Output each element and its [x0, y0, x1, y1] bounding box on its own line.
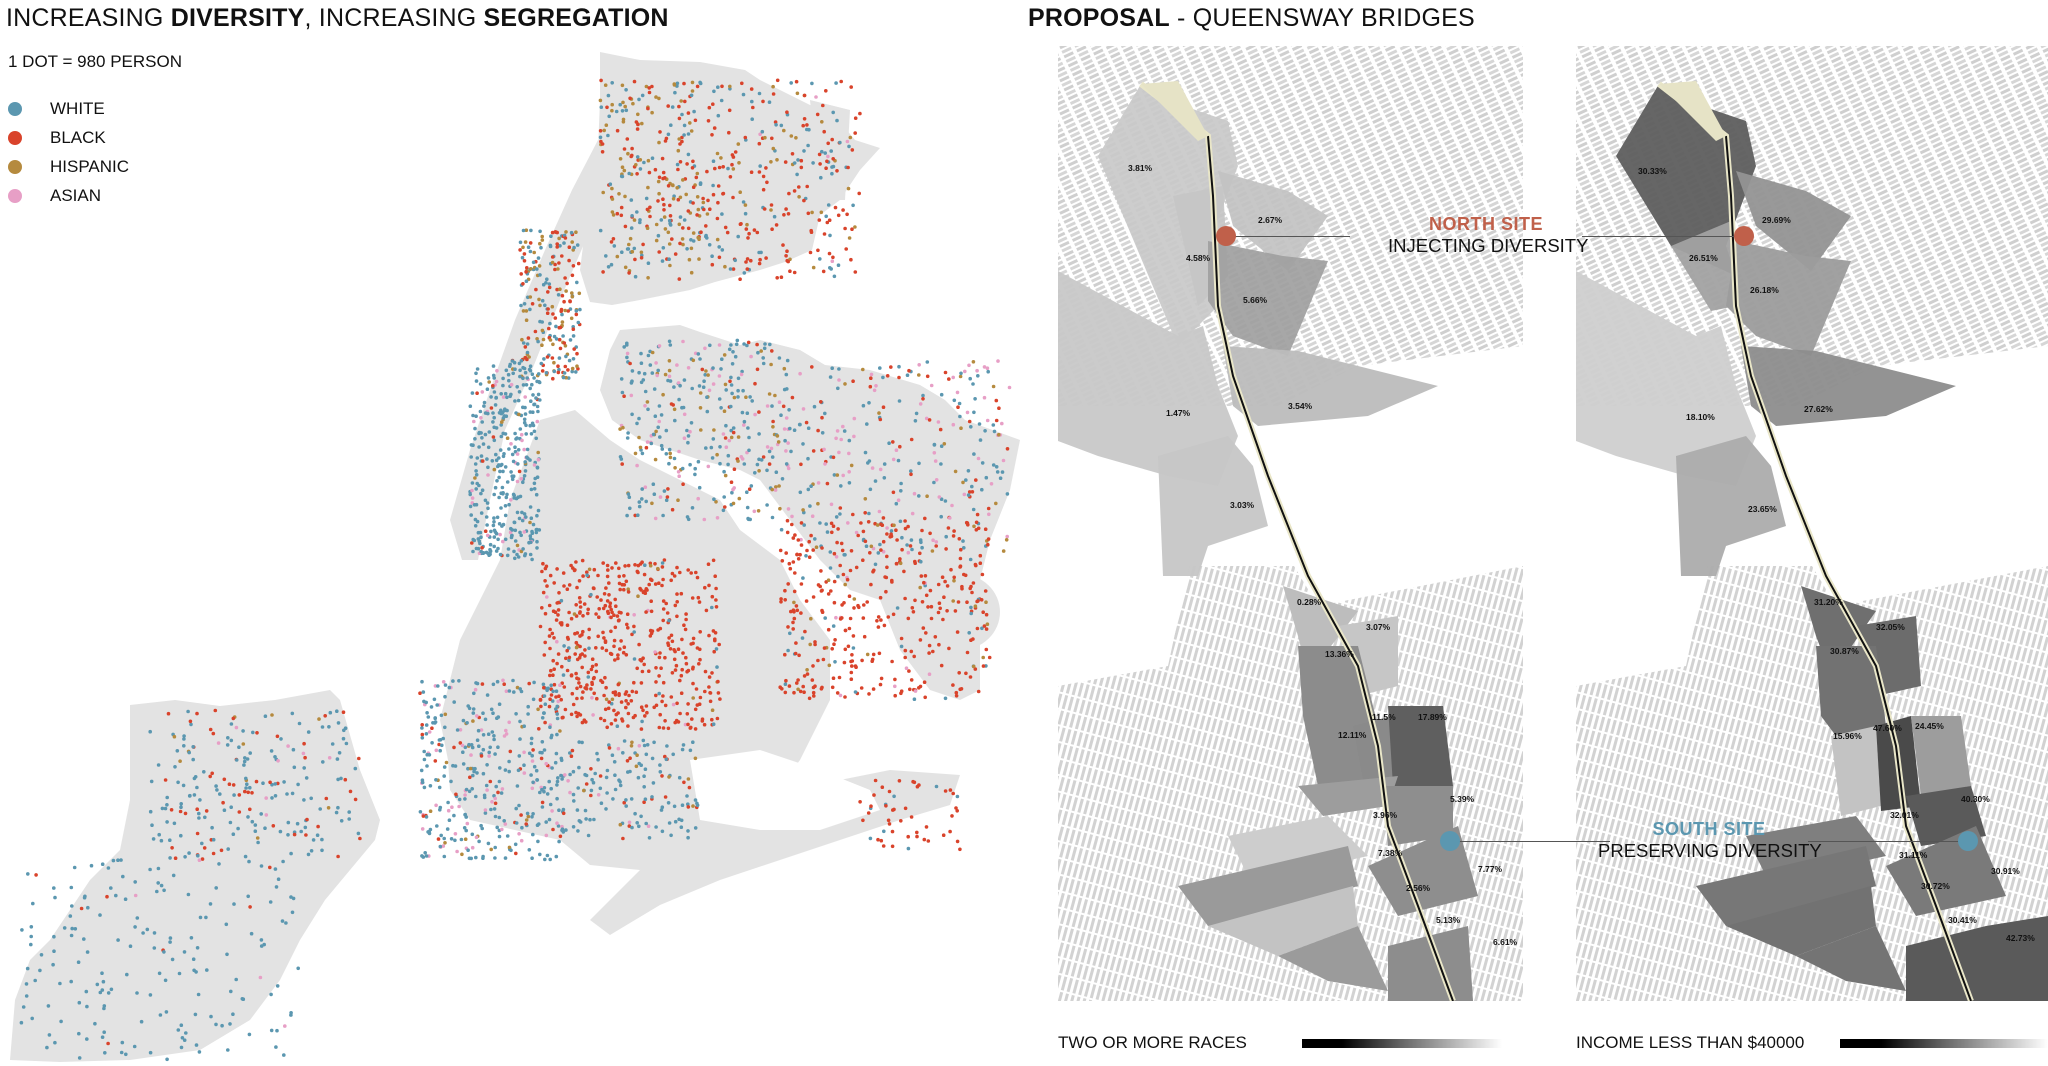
hispanic-dot-icon [8, 159, 22, 174]
left-title: INCREASING DIVERSITY, INCREASING SEGREGA… [6, 4, 669, 33]
pct-label: 30.91% [1991, 866, 2020, 876]
pct-label: 5.13% [1436, 915, 1461, 925]
pct-label: 15.96% [1833, 731, 1862, 741]
races-gradient-scale [1302, 1039, 1502, 1048]
asian-dot-icon [8, 188, 22, 203]
races-scale-label: TWO OR MORE RACES [1058, 1033, 1247, 1052]
north-site-marker-icon[interactable] [1216, 226, 1236, 246]
pct-label: 26.51% [1689, 253, 1718, 263]
pct-label: 3.81% [1128, 163, 1153, 173]
races-map-svg: 3.81% 2.67% 4.58% 5.66% 1.47% 3.54% 3.03… [1058, 46, 1523, 1001]
right-title-bold: PROPOSAL [1028, 4, 1170, 32]
population-dots [19, 78, 1012, 1062]
title-part: , INCREASING [304, 4, 484, 32]
white-dot-icon [8, 101, 22, 116]
legend-item-black: BLACK [8, 123, 129, 152]
south-site-label: SOUTH SITE PRESERVING DIVERSITY [1598, 819, 1822, 862]
pct-label: 30.87% [1830, 646, 1859, 656]
legend-item-hispanic: HISPANIC [8, 152, 129, 181]
legend-label: ASIAN [50, 185, 102, 205]
pct-label: 32.01% [1890, 810, 1919, 820]
north-site-label: NORTH SITE INJECTING DIVERSITY [1388, 214, 1589, 257]
pct-label: 26.18% [1750, 285, 1779, 295]
pct-label: 30.72% [1921, 881, 1950, 891]
pct-label: 12.11% [1338, 730, 1367, 740]
pct-label: 23.65% [1748, 504, 1777, 514]
pct-label: 30.33% [1638, 166, 1667, 176]
pct-label: 32.05% [1876, 622, 1905, 632]
pct-label: 31.11% [1899, 850, 1928, 860]
pct-label: 47.60% [1873, 723, 1902, 733]
pct-label: 31.20% [1814, 597, 1843, 607]
manhattan-shape [450, 140, 612, 560]
pct-label: 4.58% [1186, 253, 1211, 263]
legend-label: BLACK [50, 127, 106, 147]
pct-label: 7.77% [1478, 864, 1503, 874]
pct-label: 0.28% [1297, 597, 1322, 607]
right-title-rest: - QUEENSWAY BRIDGES [1169, 4, 1475, 32]
queens-shape [600, 325, 1020, 700]
south-site-marker-icon-income[interactable] [1958, 831, 1978, 851]
pct-label: 3.03% [1230, 500, 1255, 510]
pct-label: 5.39% [1450, 794, 1475, 804]
pct-label: 7.38% [1378, 848, 1403, 858]
pct-label: 30.41% [1948, 915, 1977, 925]
black-dot-icon [8, 130, 22, 145]
pct-label: 13.36% [1325, 649, 1354, 659]
race-legend: WHITE BLACK HISPANIC ASIAN [8, 94, 129, 210]
legend-item-asian: ASIAN [8, 181, 129, 210]
south-site-name: SOUTH SITE [1652, 819, 1766, 839]
income-gradient-scale [1840, 1039, 2048, 1048]
pct-label: 18.10% [1686, 412, 1715, 422]
staten-island-shape [10, 690, 380, 1062]
income-scale-label: INCOME LESS THAN $40000 [1576, 1033, 1805, 1052]
pct-label: 2.67% [1258, 215, 1283, 225]
north-site-marker-icon-income[interactable] [1734, 226, 1754, 246]
two-or-more-races-map: 3.81% 2.67% 4.58% 5.66% 1.47% 3.54% 3.03… [1058, 46, 1523, 1001]
pct-label: 1.47% [1166, 408, 1191, 418]
north-site-name: NORTH SITE [1428, 214, 1543, 234]
north-site-leader-line [1226, 236, 1350, 237]
legend-label: WHITE [50, 98, 105, 118]
title-part-bold: SEGREGATION [483, 4, 669, 32]
south-site-subtitle: PRESERVING DIVERSITY [1598, 840, 1822, 861]
pct-label: 29.69% [1762, 215, 1791, 225]
pct-label: 6.61% [1493, 937, 1518, 947]
pct-label: 42.73% [2006, 933, 2035, 943]
south-site-marker-icon[interactable] [1440, 831, 1460, 851]
pct-label: 3.07% [1366, 622, 1391, 632]
pct-label: 40.30% [1961, 794, 1990, 804]
legend-item-white: WHITE [8, 94, 129, 123]
right-title: PROPOSAL - QUEENSWAY BRIDGES [1028, 4, 1475, 33]
pct-label: 3.96% [1373, 810, 1398, 820]
title-part-bold: DIVERSITY [170, 4, 305, 32]
north-site-leader-line-right [1582, 236, 1744, 237]
title-part: INCREASING [6, 4, 171, 32]
south-site-leader-line-right [1808, 841, 1968, 842]
pct-label: 2.56% [1406, 883, 1431, 893]
pct-label: 24.45% [1915, 721, 1944, 731]
pct-label: 11.5% [1372, 712, 1396, 722]
pct-label: 3.54% [1288, 401, 1313, 411]
pct-label: 17.89% [1418, 712, 1447, 722]
legend-label: HISPANIC [50, 156, 130, 176]
dot-scale-label: 1 DOT = 980 PERSON [8, 52, 183, 71]
south-site-leader-line [1450, 841, 1610, 842]
nyc-dot-density-map [10, 52, 1020, 1062]
north-site-subtitle: INJECTING DIVERSITY [1388, 235, 1589, 256]
pct-label: 27.62% [1804, 404, 1833, 414]
pct-label: 5.66% [1243, 295, 1268, 305]
